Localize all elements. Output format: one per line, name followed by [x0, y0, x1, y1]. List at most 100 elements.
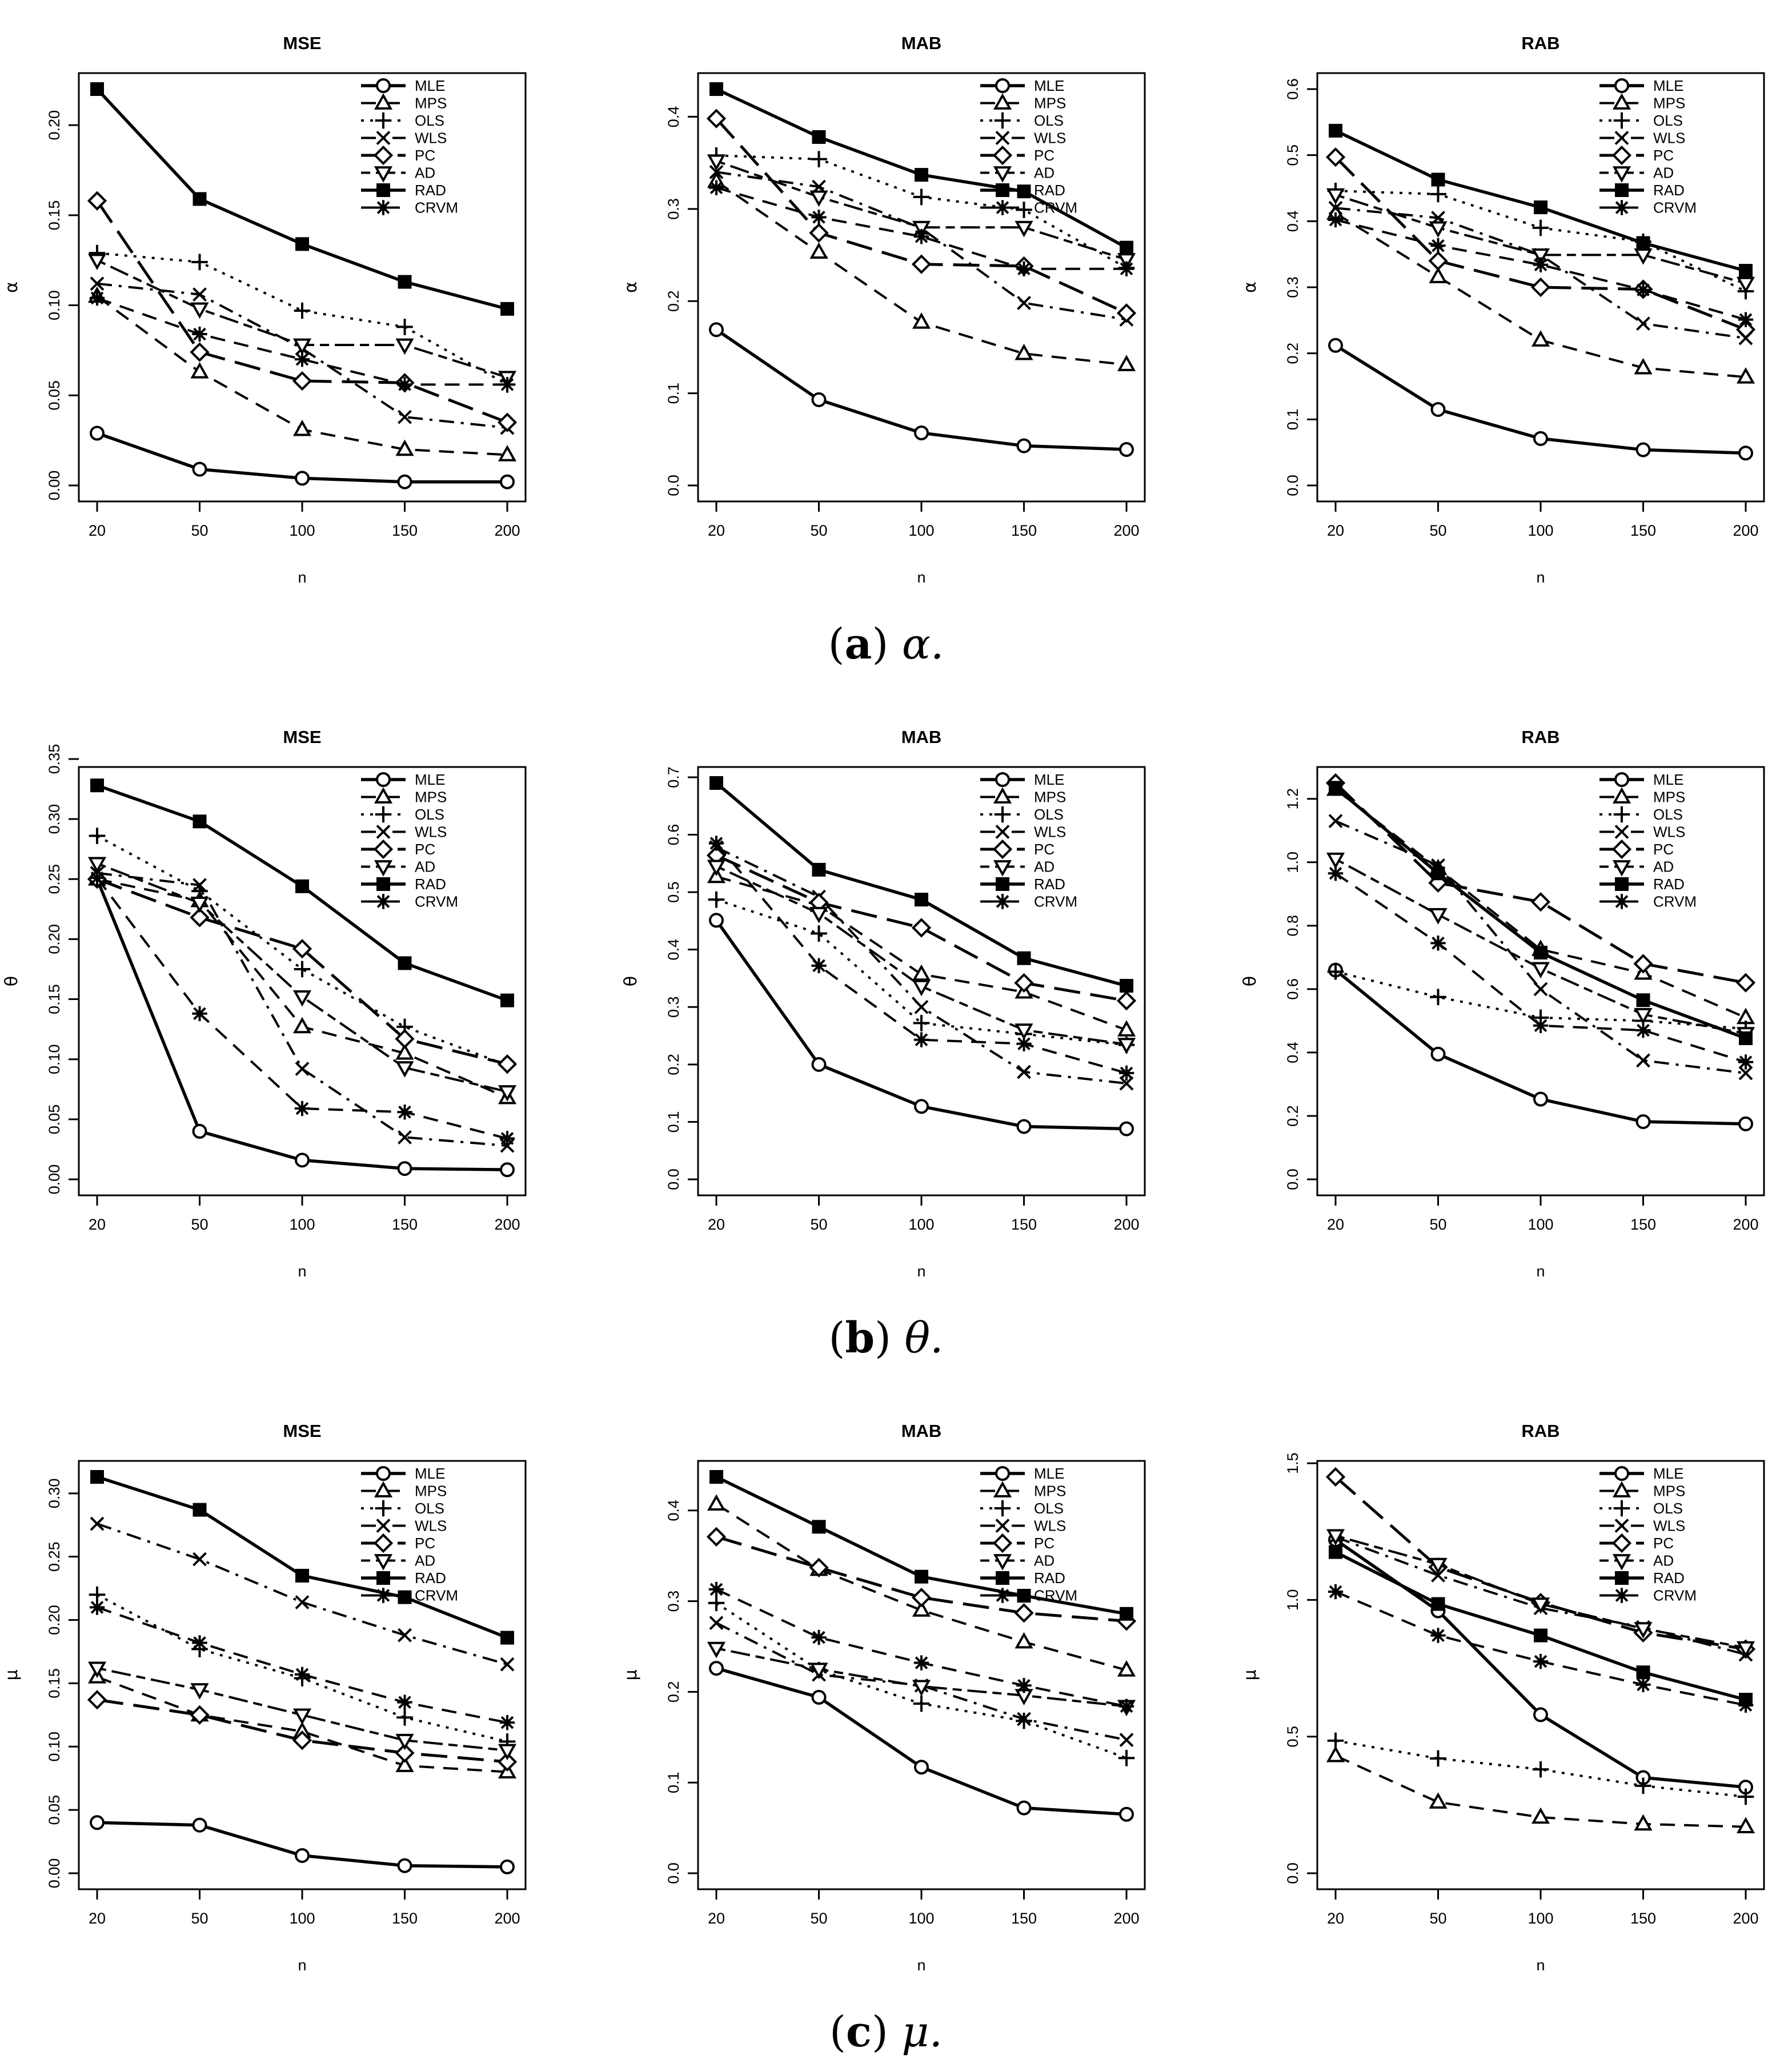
point-ols: [1118, 1750, 1135, 1766]
series-line-crvm: [1334, 872, 1746, 1063]
y-tick-label: 0.6: [1284, 78, 1301, 100]
point-rad: [1534, 1628, 1548, 1643]
series-mle: [709, 913, 1134, 1137]
x-tick-label: 20: [708, 522, 725, 539]
chart-panel-4: MSE 20 50 100 150 200 n 0.00 0.05 0.10 0.15 0.20 0.2…: [2, 727, 527, 1280]
point-mle: [914, 1099, 929, 1114]
y-tick-label: 0.00: [46, 1165, 63, 1195]
point-mle: [500, 1162, 515, 1178]
y-tick-label: 0.2: [665, 290, 682, 312]
legend-label-wls: WLS: [415, 130, 447, 147]
legend-marker-ols: [375, 112, 392, 129]
y-tick-label: 0.5: [1284, 1726, 1301, 1748]
x-tick-label: 200: [1113, 1216, 1139, 1233]
series-mle: [709, 322, 1134, 457]
point-crvm: [1118, 1698, 1134, 1714]
x-tick-label: 100: [289, 1216, 315, 1233]
point-ad: [1736, 276, 1755, 294]
legend-label-mle: MLE: [415, 1465, 445, 1482]
point-ols: [1532, 1761, 1549, 1778]
point-ad: [190, 1683, 209, 1700]
point-pc: [1116, 991, 1137, 1011]
y-tick-label: 0.2: [1284, 343, 1301, 364]
point-rad: [500, 1631, 514, 1645]
point-crvm: [192, 1635, 207, 1651]
caption-mu: (c) μ.: [829, 2007, 943, 2057]
x-tick-label: 20: [708, 1910, 725, 1927]
legend-marker-wls: [995, 1519, 1010, 1533]
point-ad: [1429, 1557, 1448, 1575]
y-tick-label: 0.10: [46, 1044, 63, 1074]
x-tick-label: 150: [1011, 522, 1037, 539]
point-rad: [295, 1568, 309, 1583]
caption-mu-symbol: μ.: [901, 2007, 943, 2057]
point-crvm: [1016, 1678, 1032, 1693]
point-rad: [812, 130, 826, 144]
point-wls: [1119, 1076, 1134, 1091]
point-crvm: [913, 1655, 929, 1671]
legend-label-mle: MLE: [1034, 771, 1064, 788]
legend-label-wls: WLS: [1034, 1517, 1066, 1535]
legend-label-rad: RAD: [1653, 1569, 1685, 1587]
point-rad: [1120, 240, 1133, 255]
point-wls: [1328, 814, 1343, 829]
x-tick-label: 200: [1733, 1910, 1758, 1927]
x-tick-label: 200: [1733, 1216, 1758, 1233]
legend-marker-rad: [376, 1571, 390, 1585]
legend-marker-crvm: [375, 894, 391, 909]
point-rad: [812, 862, 826, 877]
series-line-pc: [715, 854, 1127, 1002]
legend-label-ols: OLS: [415, 112, 444, 129]
point-crvm: [1430, 238, 1446, 254]
point-crvm: [294, 1101, 310, 1117]
point-ols: [191, 254, 208, 271]
chart-title: RAB: [1521, 1421, 1559, 1441]
y-tick-label: 0.2: [1284, 1105, 1301, 1127]
legend-label-mps: MPS: [1653, 1483, 1685, 1500]
point-wls: [1636, 316, 1650, 331]
point-wls: [709, 164, 724, 179]
point-ad: [707, 1641, 726, 1659]
point-ad: [292, 990, 312, 1007]
point-crvm: [1016, 1036, 1032, 1051]
point-ad: [87, 254, 107, 270]
y-tick-label: 1.2: [1284, 788, 1301, 810]
point-crvm: [397, 1105, 412, 1120]
point-mps: [395, 1756, 414, 1772]
legend-label-ad: AD: [1653, 164, 1674, 182]
point-wls: [914, 999, 929, 1014]
point-ad: [498, 1744, 517, 1761]
x-axis-label: n: [1536, 1957, 1545, 1974]
point-mps: [498, 445, 517, 461]
legend-marker-rad: [376, 877, 390, 891]
point-rad: [1431, 866, 1445, 881]
series-mle: [1328, 962, 1753, 1131]
point-mps: [707, 1494, 726, 1511]
legend-marker-rad: [1615, 877, 1629, 891]
legend-label-wls: WLS: [415, 824, 447, 841]
legend-label-mps: MPS: [1034, 1483, 1066, 1500]
x-tick-label: 200: [1733, 522, 1758, 539]
y-tick-label: 0.1: [665, 383, 682, 404]
legend-label-rad: RAD: [1034, 182, 1065, 199]
legend-marker-mle: [995, 772, 1010, 787]
point-crvm: [192, 326, 207, 342]
y-axis-label: α: [1240, 282, 1260, 293]
point-mle: [90, 425, 105, 441]
point-pc: [497, 412, 518, 432]
legend-marker-mle: [1614, 1466, 1629, 1481]
x-tick-label: 20: [89, 522, 106, 539]
y-axis-label: μ: [621, 1669, 641, 1680]
legend-label-wls: WLS: [1653, 824, 1685, 841]
point-mle: [397, 474, 412, 489]
point-rad: [193, 192, 207, 206]
caption-alpha: (a) α.: [828, 620, 944, 669]
series-mps: [707, 171, 1136, 371]
point-crvm: [89, 870, 105, 886]
point-rad: [812, 1520, 826, 1534]
point-ad: [912, 220, 931, 238]
legend-marker-mps: [1612, 93, 1631, 110]
point-ols: [708, 1595, 725, 1612]
chart-panel-5: MAB 20 50 100 150 200 n 0.0 0.1 0.2 0.3 0.4 0.5 0.6 0.…: [621, 727, 1146, 1280]
